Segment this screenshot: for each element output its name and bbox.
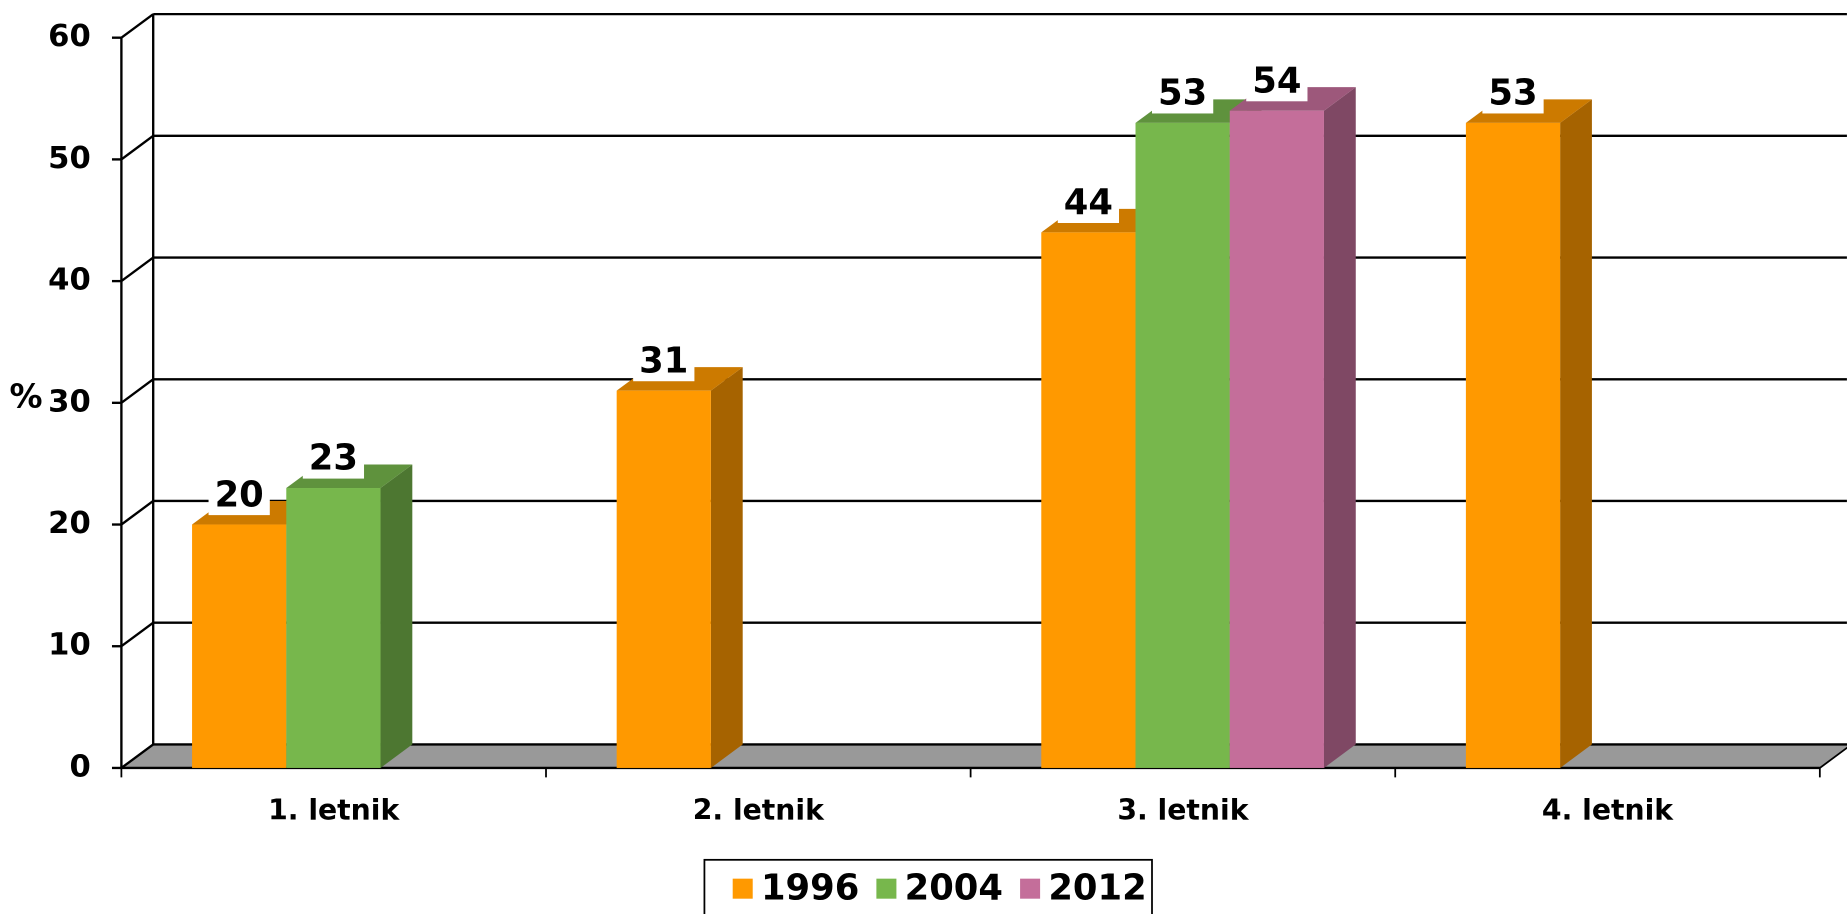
bar [1229, 87, 1356, 768]
legend-label: 2004 [905, 867, 1003, 908]
y-tick-label: 30 [48, 384, 91, 419]
x-tick-label: 3. letnik [1117, 794, 1249, 827]
legend-label: 1996 [761, 867, 859, 908]
data-label-bg [633, 341, 695, 382]
bar [616, 367, 743, 768]
bar-side [1323, 87, 1356, 768]
data-label: 31 [639, 340, 688, 381]
grid-line [120, 134, 154, 161]
x-tick-label: 1. letnik [268, 794, 400, 827]
y-tick-label: 20 [48, 506, 91, 541]
data-label-bg [1246, 61, 1308, 102]
y-tick-label: 60 [48, 19, 91, 54]
legend-swatch [876, 878, 897, 899]
grid-line [120, 743, 154, 769]
legend-swatch [1020, 878, 1041, 899]
grid-line [120, 378, 154, 404]
y-tick-label: 0 [69, 749, 90, 784]
data-label-bg [208, 475, 270, 516]
bar-front [1229, 110, 1324, 768]
data-label-bg [1152, 73, 1214, 114]
y-tick-label: 40 [48, 263, 91, 298]
bar-side [710, 367, 743, 768]
legend-label: 2012 [1048, 867, 1146, 908]
grid-line [120, 500, 154, 526]
data-label: 23 [309, 438, 358, 479]
data-label: 53 [1158, 73, 1207, 114]
bar-front [192, 524, 287, 768]
x-tick-label: 2. letnik [693, 794, 825, 827]
y-axis-label: % [9, 377, 42, 416]
bar-front [1041, 232, 1136, 768]
y-tick-label: 10 [48, 628, 91, 663]
grid-line [120, 621, 154, 648]
bar [286, 464, 413, 768]
data-label: 20 [215, 474, 264, 515]
data-label-bg [1482, 73, 1544, 114]
legend-swatch [732, 878, 753, 899]
data-label-bg [302, 438, 365, 479]
bar-front [1135, 122, 1230, 768]
data-label-bg [1057, 182, 1120, 224]
bar-front [1465, 122, 1561, 768]
bar [1465, 99, 1592, 768]
data-label: 53 [1488, 73, 1537, 114]
legend-box [703, 858, 1153, 914]
x-tick-label: 4. letnik [1542, 794, 1674, 827]
data-label: 54 [1252, 60, 1301, 101]
data-label: 44 [1064, 182, 1113, 223]
grid-line [120, 13, 154, 39]
y-tick-label: 50 [48, 141, 91, 176]
bar-side [380, 464, 413, 768]
bar-front [286, 488, 381, 768]
bar-front [616, 390, 711, 768]
bar-side [1560, 99, 1592, 768]
grid-line [120, 256, 154, 283]
legend: 1996 2004 2012 [703, 858, 1153, 914]
